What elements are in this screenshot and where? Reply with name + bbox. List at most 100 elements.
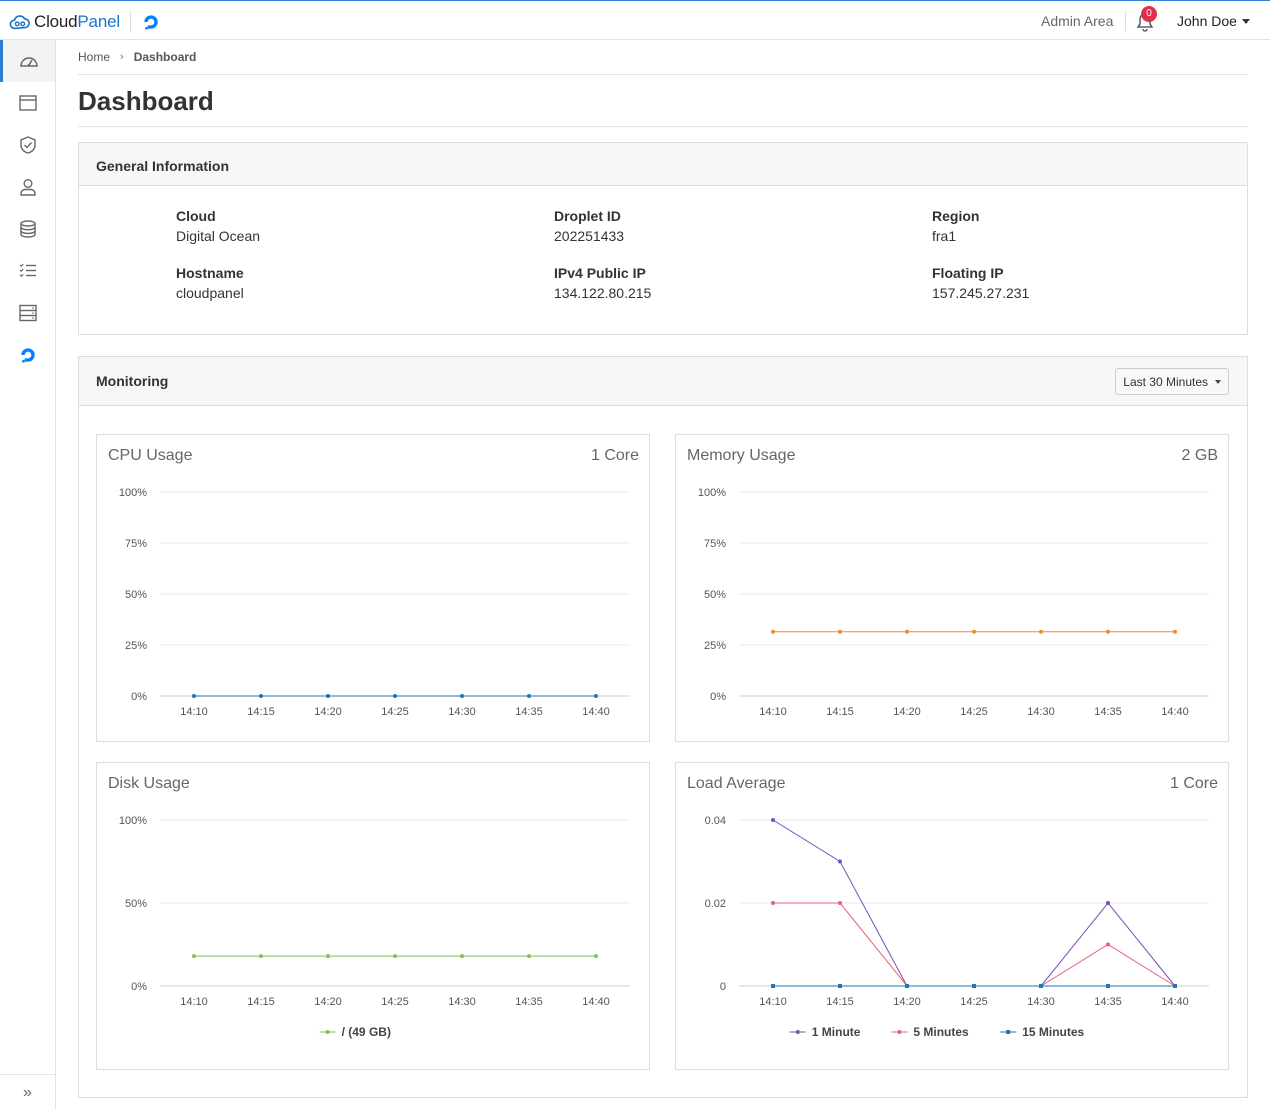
data-point	[1106, 901, 1110, 905]
monitoring-panel: Monitoring Last 30 Minutes 0% 25% 50% 75% 10…	[78, 356, 1248, 1098]
x-tick-label: 14:10	[180, 996, 208, 1008]
info-value: cloudpanel	[176, 285, 244, 301]
data-point	[192, 954, 196, 959]
sidebar-item-cron-jobs[interactable]	[0, 250, 55, 292]
top-bar: CloudPanel Admin Area 0 John Doe	[0, 0, 1270, 40]
y-tick-label: 75%	[125, 538, 147, 550]
sidebar-item-digitalocean[interactable]	[0, 334, 55, 376]
time-range-dropdown[interactable]: Last 30 Minutes	[1115, 368, 1229, 395]
series-line	[773, 902, 1176, 987]
sidebar-item-security[interactable]	[0, 124, 55, 166]
sidebar-item-server[interactable]	[0, 292, 55, 334]
info-value: 202251433	[554, 228, 625, 244]
chart-title: CPU Usage	[108, 447, 193, 464]
x-tick-label: 14:35	[1094, 996, 1122, 1008]
x-tick-label: 14:20	[314, 706, 342, 718]
x-tick-label: 14:25	[960, 706, 988, 718]
x-tick-label: 14:40	[1161, 996, 1189, 1008]
y-tick-label: 50%	[704, 589, 726, 601]
data-point	[393, 954, 397, 959]
panel-title: Monitoring	[79, 357, 1247, 406]
chevron-down-icon	[1215, 379, 1221, 384]
y-tick-label: 25%	[704, 640, 726, 652]
user-menu[interactable]: John Doe	[1177, 13, 1250, 29]
chart-subtitle: 1 Core	[590, 447, 639, 464]
breadcrumb: Home › Dashboard	[78, 50, 196, 64]
x-tick-label: 14:20	[893, 996, 921, 1008]
brand-logo[interactable]: CloudPanel	[9, 10, 161, 34]
x-tick-label: 14:35	[515, 996, 543, 1008]
divider	[78, 126, 1248, 127]
sidebar-item-databases[interactable]	[0, 208, 55, 250]
x-tick-label: 14:30	[1027, 706, 1055, 718]
sidebar-item-users[interactable]	[0, 166, 55, 208]
y-tick-label: 100%	[698, 487, 726, 499]
breadcrumb-home-link[interactable]: Home	[78, 50, 111, 64]
legend-label: 15 Minutes	[1022, 1025, 1084, 1039]
digitalocean-logo-icon	[144, 15, 158, 30]
sidebar-collapse-button[interactable]: »	[0, 1074, 55, 1110]
data-point	[1039, 629, 1043, 634]
info-label: Droplet ID	[554, 208, 621, 224]
data-point	[527, 954, 531, 959]
data-point	[594, 954, 598, 959]
info-region: Region fra1	[932, 208, 979, 244]
x-tick-label: 14:25	[960, 996, 988, 1008]
data-point	[326, 954, 330, 959]
chevron-down-icon	[1241, 18, 1250, 24]
x-tick-label: 14:10	[759, 706, 787, 718]
legend-label: 5 Minutes	[913, 1025, 969, 1039]
data-point	[259, 954, 263, 959]
data-point	[838, 901, 842, 905]
data-point	[259, 694, 263, 698]
panel-title: General Information	[79, 143, 1247, 186]
brand-name: CloudPanel	[34, 12, 120, 31]
x-tick-label: 14:20	[893, 706, 921, 718]
x-tick-label: 14:10	[759, 996, 787, 1008]
general-information-panel: General Information Cloud Digital Ocean …	[78, 142, 1248, 335]
y-tick-label: 0%	[710, 691, 726, 703]
info-droplet-id: Droplet ID 202251433	[554, 208, 624, 244]
x-tick-label: 14:40	[1161, 706, 1189, 718]
info-value: Digital Ocean	[176, 228, 261, 244]
chart-title: Memory Usage	[687, 447, 796, 464]
data-point	[192, 694, 196, 698]
data-point	[905, 629, 909, 634]
data-point	[1173, 984, 1177, 988]
data-point	[838, 984, 842, 988]
data-point	[1039, 984, 1043, 988]
chart-canvas: 0% 25% 50% 75% 100% 14:10 14:15 14:20 14:25 14:30…	[698, 487, 1209, 718]
info-label: Region	[932, 208, 980, 224]
data-point	[1106, 629, 1110, 634]
data-point	[771, 984, 775, 988]
info-label: Cloud	[176, 208, 216, 224]
x-tick-label: 14:25	[381, 996, 409, 1008]
user-name: John Doe	[1177, 13, 1237, 29]
legend-marker	[325, 1030, 330, 1034]
admin-area-link[interactable]: Admin Area	[1041, 13, 1114, 29]
chevron-right-icon: ›	[120, 51, 124, 63]
sidebar-item-dashboard[interactable]	[0, 40, 55, 82]
data-point	[905, 984, 909, 988]
brand-divider	[129, 11, 131, 33]
x-tick-label: 14:30	[448, 706, 476, 718]
data-point	[460, 694, 464, 698]
server-icon	[18, 304, 37, 322]
data-point	[594, 694, 598, 698]
data-point	[771, 818, 775, 822]
info-label: Floating IP	[932, 265, 1004, 281]
notification-badge[interactable]: 0	[1141, 6, 1157, 22]
double-chevron-right-icon: »	[23, 1083, 32, 1101]
info-value: 157.245.27.231	[932, 285, 1030, 301]
dashboard-icon	[20, 57, 38, 67]
memory-usage-chart: 0% 25% 50% 75% 100% 14:10 14:15 14:20 14:25 14:30…	[675, 434, 1229, 742]
data-point	[771, 629, 775, 634]
info-label: Hostname	[176, 265, 244, 281]
data-point	[1106, 984, 1110, 988]
info-value: 134.122.80.215	[554, 285, 652, 301]
cpu-usage-chart: 0% 25% 50% 75% 100% 14:10 14:15 14:20 14:25 14:30…	[96, 434, 650, 742]
chart-title: Disk Usage	[108, 775, 190, 792]
x-tick-label: 14:15	[826, 996, 854, 1008]
sidebar-item-sites[interactable]	[0, 82, 55, 124]
y-tick-label: 50%	[125, 589, 147, 601]
